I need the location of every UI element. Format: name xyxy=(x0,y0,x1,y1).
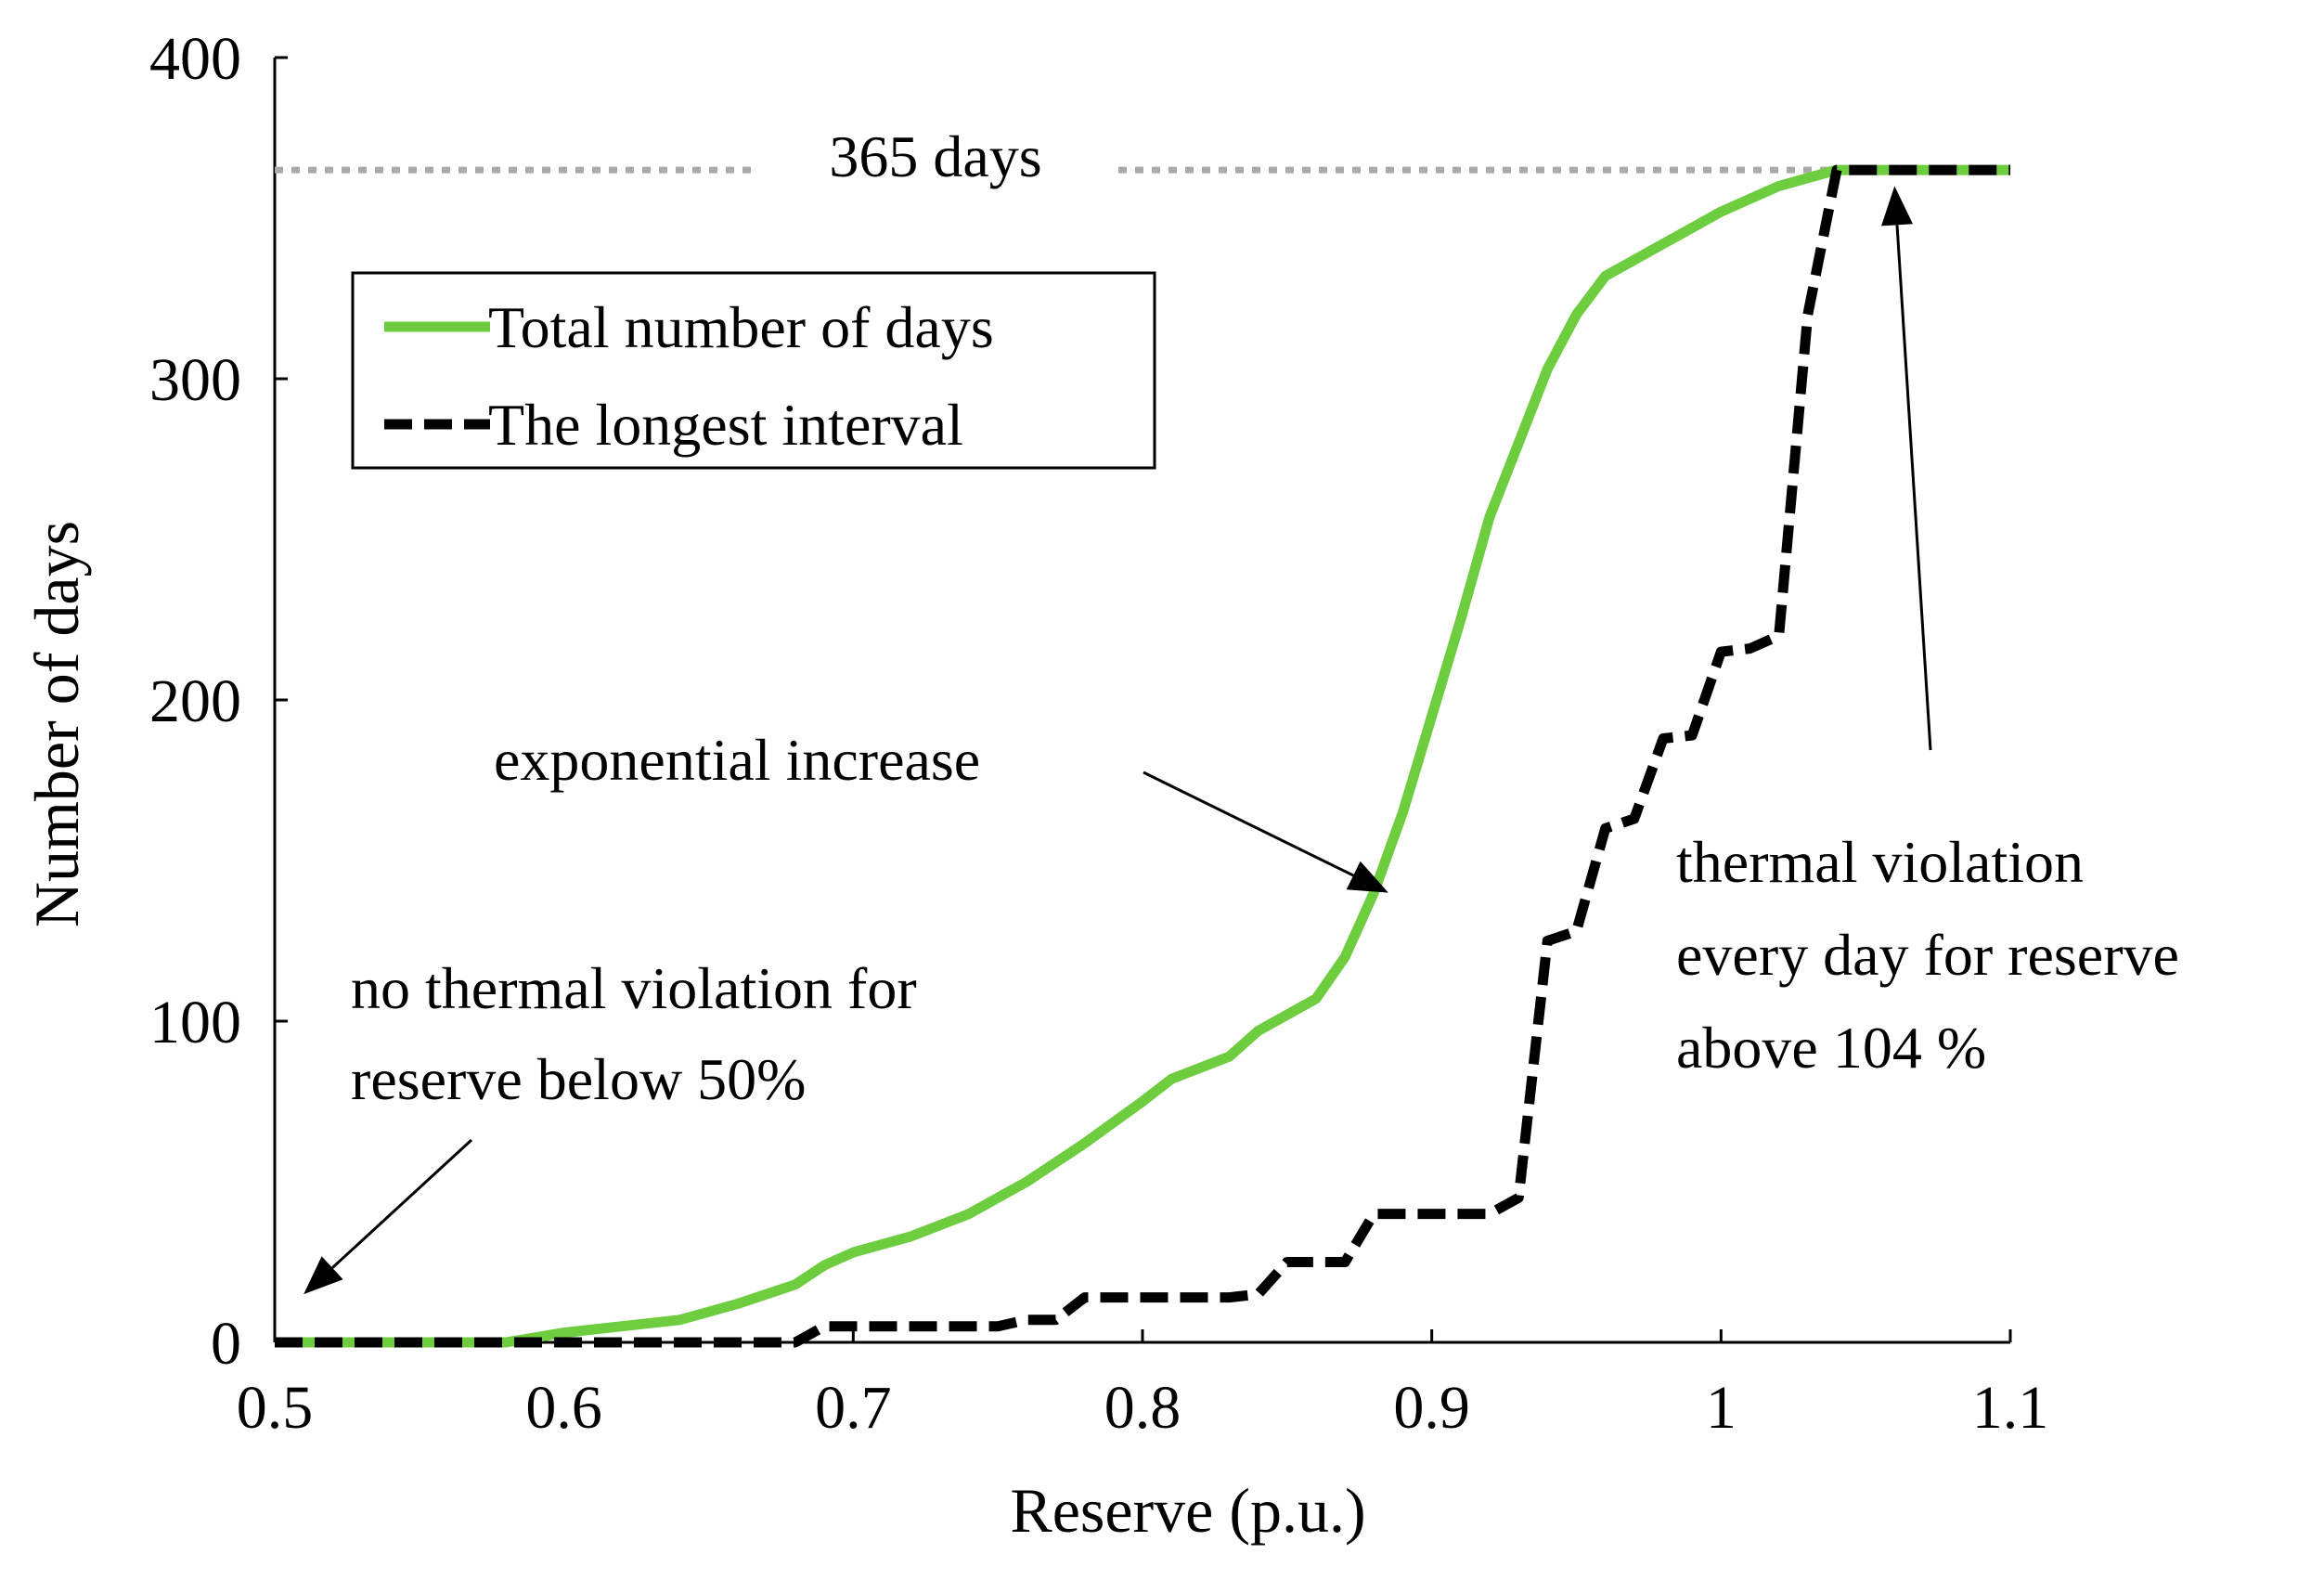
annotation-arrow-shaft xyxy=(1143,771,1354,877)
annotation-exponential-increase: exponential increase xyxy=(494,727,980,793)
x-axis-title: Reserve (p.u.) xyxy=(1010,1475,1365,1546)
annotation-every-day-line-2: every day for reserve xyxy=(1676,922,2179,988)
x-tick-label: 0.6 xyxy=(525,1374,602,1442)
annotation-arrow-head xyxy=(1346,861,1388,893)
x-tick-label: 0.5 xyxy=(237,1374,314,1442)
annotation-no-violation-line-1: no thermal violation for xyxy=(351,955,917,1021)
series-line-total-days xyxy=(275,164,2010,1348)
y-tick-label: 0 xyxy=(211,1310,241,1378)
annotation-arrow-shaft xyxy=(331,1138,473,1269)
y-tick-label: 300 xyxy=(149,346,241,414)
series-line-longest-interval xyxy=(275,164,2010,1348)
annotation-arrow-head xyxy=(303,1256,343,1295)
annotation-no-violation-line-2: reserve below 50% xyxy=(351,1046,806,1112)
legend-label-longest-interval: The longest interval xyxy=(488,392,963,458)
x-tick-label: 1 xyxy=(1706,1374,1737,1442)
reference-line-label: 365 days xyxy=(829,123,1041,189)
x-tick-label: 0.9 xyxy=(1393,1374,1470,1442)
legend-box xyxy=(351,271,1156,470)
y-tick-label: 400 xyxy=(149,25,241,93)
x-tick-label: 0.7 xyxy=(815,1374,892,1442)
annotation-arrow-shaft xyxy=(1895,225,1932,751)
annotation-every-day-line-3: above 104 % xyxy=(1676,1015,1986,1081)
y-tick-label: 100 xyxy=(149,989,241,1056)
y-axis-title: Number of days xyxy=(21,521,92,927)
legend-label-total-days: Total number of days xyxy=(488,294,994,360)
x-tick-label: 1.1 xyxy=(1972,1374,2049,1442)
annotation-arrow-head xyxy=(1881,186,1913,227)
x-tick-label: 0.8 xyxy=(1104,1374,1181,1442)
y-tick-label: 200 xyxy=(149,667,241,735)
annotation-every-day-line-1: thermal violation xyxy=(1676,829,2084,895)
legend: Total number of days The longest interva… xyxy=(351,271,1156,470)
